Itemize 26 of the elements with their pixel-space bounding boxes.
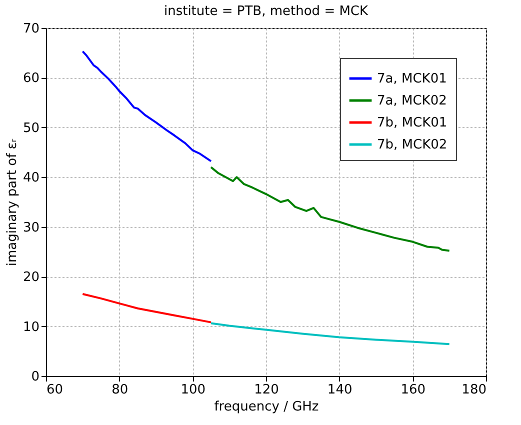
line-series bbox=[210, 322, 450, 346]
line-series bbox=[210, 166, 450, 252]
x-tick-label: 60 bbox=[46, 382, 64, 398]
y-tick-label: 10 bbox=[22, 320, 40, 335]
chart-title: institute = PTB, method = MCK bbox=[164, 4, 368, 19]
y-tick-label: 60 bbox=[22, 71, 40, 86]
line-series bbox=[82, 292, 212, 324]
x-tick-label: 100 bbox=[180, 382, 206, 398]
y-tick-label: 0 bbox=[31, 370, 40, 384]
x-tick-label: 140 bbox=[327, 382, 352, 398]
x-tick-label: 80 bbox=[112, 382, 128, 398]
y-tick-label: 50 bbox=[22, 120, 40, 136]
x-axis-title: frequency / GHz bbox=[214, 400, 319, 414]
legend-label: 7b, MCK02 bbox=[377, 138, 448, 152]
y-tick-label: 70 bbox=[22, 22, 40, 36]
x-tick-label: 160 bbox=[400, 382, 426, 398]
legend-label: 7a, MCK02 bbox=[377, 94, 447, 108]
y-axis-title: imaginary part of εᵣ bbox=[4, 138, 20, 266]
y-tick-label: 30 bbox=[22, 220, 40, 236]
y-tick-label: 20 bbox=[22, 270, 40, 286]
x-tick-label: 180 bbox=[462, 382, 486, 398]
line-series bbox=[82, 50, 212, 162]
x-tick-label: 120 bbox=[254, 382, 279, 398]
legend-label: 7a, MCK01 bbox=[377, 72, 447, 86]
legend-label: 7b, MCK01 bbox=[377, 116, 448, 130]
y-tick-label: 40 bbox=[22, 170, 40, 186]
